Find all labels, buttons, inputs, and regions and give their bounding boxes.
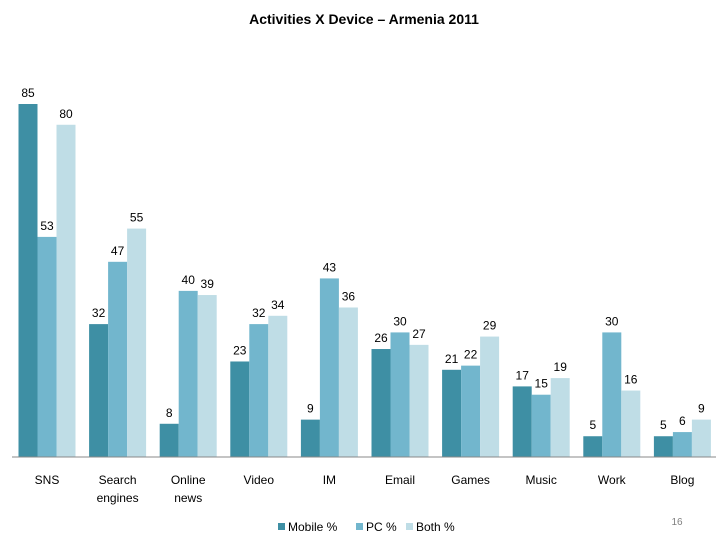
bar-both — [550, 378, 570, 457]
category-label: IM — [323, 473, 336, 487]
bar-pc — [672, 432, 692, 457]
bar-pc — [108, 261, 128, 457]
legend-swatch — [356, 523, 363, 530]
bar-pc — [37, 236, 57, 457]
bar-value-label: 39 — [201, 277, 215, 291]
bar-value-label: 22 — [464, 348, 478, 362]
bar-value-label: 21 — [445, 352, 459, 366]
bar-value-label: 55 — [130, 211, 144, 225]
category-label: Work — [598, 473, 627, 487]
bar-both — [621, 390, 641, 457]
bar-pc — [178, 290, 198, 457]
bar-value-label: 36 — [342, 289, 356, 303]
page-number: 16 — [671, 517, 683, 528]
bar-value-label: 8 — [166, 406, 173, 420]
bar-value-label: 43 — [323, 260, 337, 274]
legend: Mobile % PC % Both % — [278, 520, 455, 534]
bar-both — [338, 307, 358, 457]
bar-value-label: 6 — [679, 414, 686, 428]
bar-value-label: 15 — [535, 377, 549, 391]
bar-pc — [390, 332, 410, 457]
bar-value-label: 32 — [252, 306, 266, 320]
legend-label: Both % — [416, 520, 455, 534]
bar-mobile — [18, 104, 38, 457]
bar-value-label: 30 — [605, 314, 619, 328]
bar-mobile — [89, 324, 109, 457]
bars-group — [18, 104, 711, 457]
bar-both — [197, 295, 217, 457]
category-label: SNS — [35, 473, 60, 487]
category-label: Search engines — [97, 473, 139, 505]
bar-value-label: 32 — [92, 306, 106, 320]
bar-value-label: 34 — [271, 298, 285, 312]
category-label: Games — [451, 473, 490, 487]
legend-label: Mobile % — [288, 520, 338, 534]
bar-pc — [461, 365, 481, 457]
bar-both — [409, 344, 429, 457]
bar-both — [480, 336, 500, 457]
bar-value-label: 16 — [624, 373, 638, 387]
bar-value-label: 53 — [40, 219, 54, 233]
bar-mobile — [653, 436, 673, 457]
category-label: Video — [244, 473, 275, 487]
bar-value-label: 5 — [589, 418, 596, 432]
bar-mobile — [230, 361, 250, 457]
bar-pc — [319, 278, 339, 457]
bar-both — [127, 228, 147, 457]
bar-value-label: 29 — [483, 319, 497, 333]
bar-value-label: 30 — [393, 314, 407, 328]
legend-label: PC % — [366, 520, 397, 534]
bar-value-label: 17 — [516, 368, 530, 382]
category-label: Music — [526, 473, 557, 487]
category-label: Email — [385, 473, 415, 487]
chart-title: Activities X Device – Armenia 2011 — [249, 11, 479, 27]
bar-value-label: 19 — [554, 360, 568, 374]
bar-mobile — [442, 369, 462, 457]
bar-value-label: 9 — [698, 402, 705, 416]
bar-value-label: 26 — [374, 331, 388, 345]
bar-pc — [531, 394, 551, 457]
legend-swatch — [406, 523, 413, 530]
bar-both — [56, 124, 76, 457]
bar-value-label: 9 — [307, 402, 314, 416]
category-label: Online news — [171, 473, 206, 505]
bar-value-label: 80 — [59, 107, 73, 121]
bar-pc — [249, 324, 269, 457]
bar-value-label: 5 — [660, 418, 667, 432]
legend-swatch — [278, 523, 285, 530]
bar-pc — [602, 332, 622, 457]
bar-both — [691, 419, 711, 457]
bar-value-label: 47 — [111, 244, 125, 258]
bar-mobile — [512, 386, 532, 457]
bar-mobile — [159, 423, 179, 457]
bar-value-label: 23 — [233, 343, 247, 357]
category-labels-group: SNS Search engines Online news Video IM Email Ga… — [35, 473, 695, 505]
bar-mobile — [371, 349, 391, 457]
bar-value-label: 40 — [182, 273, 196, 287]
bar-both — [268, 315, 288, 457]
bar-mobile — [583, 436, 603, 457]
bar-value-label: 27 — [412, 327, 426, 341]
category-label: Blog — [670, 473, 694, 487]
bar-mobile — [300, 419, 320, 457]
bar-value-label: 85 — [21, 86, 35, 100]
